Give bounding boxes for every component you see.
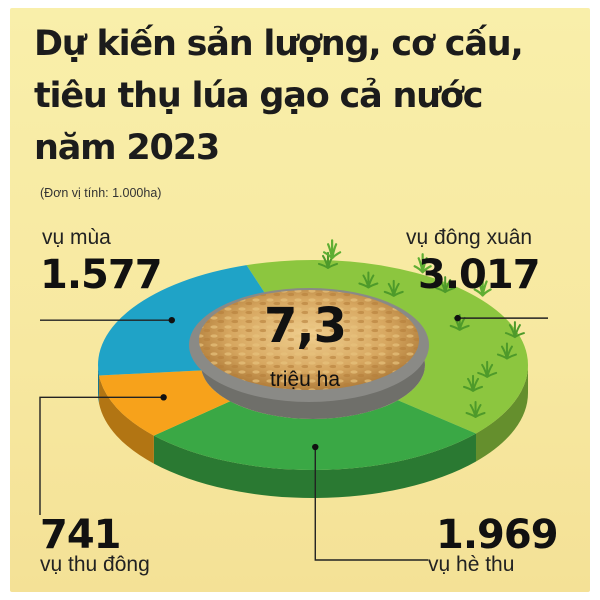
unit-note: (Đơn vị tính: 1.000ha) <box>40 186 162 200</box>
leader-lines <box>39 314 548 561</box>
label-vu-mua: vụ mùa <box>42 226 111 249</box>
grass-tuft <box>504 321 525 339</box>
grass-tuft <box>413 253 432 274</box>
slice-thu-dong <box>99 370 231 436</box>
grass-tuft <box>317 251 338 269</box>
leader-vu-dong-xuan-dot <box>454 314 461 322</box>
label-vu-dong-xuan: vụ đông xuân <box>406 226 533 249</box>
value-vu-thu-dong: 741 <box>40 512 121 558</box>
value-vu-mua: 1.577 <box>40 252 163 298</box>
leader-vu-he-thu-dot <box>312 443 319 451</box>
grass-tuft <box>465 401 486 419</box>
grass-tuft <box>477 360 498 378</box>
label-vu-thu-dong: vụ thu đông <box>40 553 150 576</box>
grass-tuft <box>496 342 517 360</box>
ring-side-layer <box>98 365 528 498</box>
leader-vu-thu-dong-dot <box>160 394 167 401</box>
value-vu-he-thu: 1.969 <box>436 512 559 558</box>
leader-vu-he-thu <box>314 447 428 561</box>
title-line-3: năm 2023 <box>34 128 220 168</box>
leader-vu-mua-dot <box>168 316 175 324</box>
rice-pile <box>189 288 429 402</box>
slice-mua <box>97 265 279 376</box>
grass-tuft <box>449 313 470 331</box>
ring-side-dong-xuan <box>475 365 528 462</box>
center-total-value: 7,3 <box>263 298 347 354</box>
grass-decoration <box>317 239 525 419</box>
rice-grain-texture <box>199 290 419 390</box>
grass-tuft <box>383 279 404 297</box>
title-line-1: Dự kiến sản lượng, cơ cấu, <box>34 24 524 64</box>
grass-tuft <box>473 276 492 297</box>
ring-side-mua <box>98 365 100 404</box>
grass-tuft <box>358 271 379 289</box>
leader-vu-thu-dong <box>39 396 164 515</box>
title-line-2: tiêu thụ lúa gạo cả nước <box>34 76 484 116</box>
value-vu-dong-xuan: 3.017 <box>418 252 541 298</box>
ring-side-thu-dong <box>99 375 154 464</box>
grass-tuft <box>323 239 342 260</box>
slice-he-thu <box>153 400 476 471</box>
chart-title: Dự kiến sản lượng, cơ cấu, tiêu thụ lúa … <box>34 18 574 174</box>
center-total-unit: triệu ha <box>269 368 341 391</box>
grass-tuft <box>463 374 484 392</box>
label-vu-he-thu: vụ hè thu <box>428 553 515 576</box>
ring-side-he-thu <box>153 433 476 498</box>
grass-tuft <box>435 276 456 294</box>
